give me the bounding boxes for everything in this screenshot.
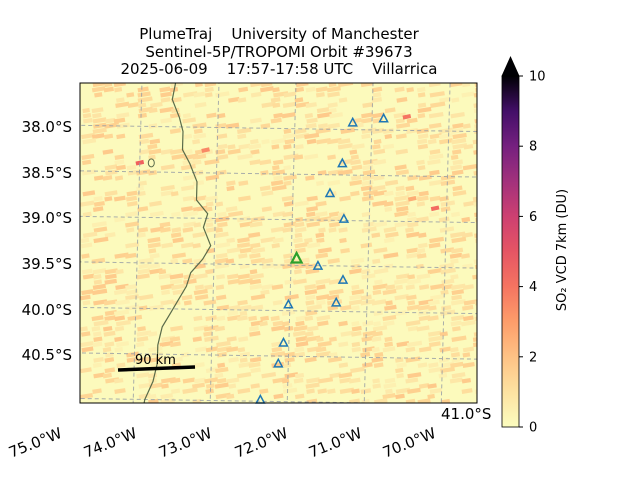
volcano-marker-10 [273,357,284,368]
parallel-line [80,397,403,403]
y-tick-label-1: 38.5°S [22,164,72,182]
colorbar-extend-arrow [501,56,520,77]
scale-bar [117,365,196,372]
volcano-marker-8 [283,298,294,309]
chart-title-line-1: PlumeTraj University of Manchester [139,25,419,43]
colorbar-tick-label-5: 10 [529,70,546,85]
x-tick-label-0: 75.0°W [6,424,65,462]
parallel-line [80,306,477,315]
parallel-line [80,124,477,133]
meridian-line [209,83,220,403]
volcano-marker-5 [312,260,324,270]
meridian-line [363,83,374,403]
volcano-marker-3 [324,187,336,198]
colorbar-tick-label-3: 6 [529,210,537,225]
volcano-marker-2 [337,157,348,168]
chart-title-line-3: 2025-06-09 17:57-17:58 UTC Villarrica [120,60,438,78]
parallel-line [80,170,477,178]
volcano-marker-7 [330,296,342,307]
volcano-marker-6 [337,274,349,284]
map-frame [79,82,478,404]
colorbar-tick-label-1: 2 [529,350,537,365]
so2-hotspot-4 [407,196,417,202]
so2-hotspot-5 [480,375,489,381]
colorbar-label: SO₂ VCD 7km (DU) [555,189,570,311]
volcano-marker-4 [338,213,350,223]
so2-hotspot-3 [430,205,440,212]
so2-hotspot-2 [402,114,412,120]
colorbar-tick-label-0: 0 [529,421,537,436]
volcano-marker-9 [278,336,289,347]
y-tick-label-3: 39.5°S [22,255,72,273]
chart-title-line-2: Sentinel-5P/TROPOMI Orbit #39673 [145,43,413,61]
x-tick-label-3: 72.0°W [232,424,291,462]
villarrica-volcano-marker [289,250,304,264]
parallel-line [80,352,477,360]
coastline [143,83,212,403]
parallel-line [80,261,477,269]
map-gridlines [80,83,477,403]
x-tick-label-1: 74.0°W [81,424,140,462]
y-tick-label-0: 38.0°S [22,118,72,136]
x-tick-label-2: 73.0°W [156,424,215,462]
y-tick-label-2: 39.0°S [22,209,72,227]
volcano-marker-0 [347,116,358,127]
x-tick-label-4: 71.0°W [306,424,365,462]
meridian-line [132,83,143,403]
colorbar-tick-label-4: 8 [529,140,537,155]
colorbar-tick-label-2: 4 [529,280,537,295]
meridian-line [440,83,451,403]
scale-bar-label: 90 km [135,353,176,368]
colorbar [501,75,520,428]
meridian-line [286,83,297,403]
so2-hotspot-1 [201,147,210,153]
mocha-island [147,158,155,168]
y-tick-label-5: 40.5°S [22,346,72,364]
parallel-line [80,215,477,224]
y-tick-label-6: 41.0°S [441,405,491,423]
y-tick-label-4: 40.0°S [22,301,72,319]
volcano-marker-1 [378,112,389,123]
x-tick-label-5: 70.0°W [380,424,439,462]
